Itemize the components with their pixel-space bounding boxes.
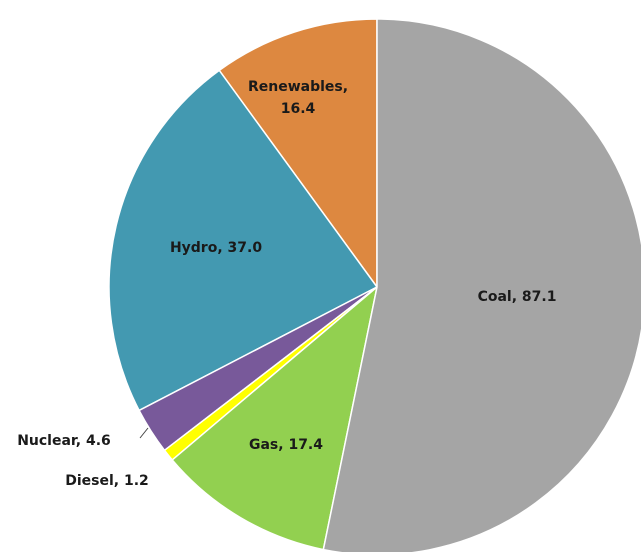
data-label: Hydro, 37.0 (169, 240, 263, 256)
pie-slice (322, 18, 641, 552)
data-label: Coal, 87.1 (477, 289, 557, 305)
data-label: Diesel, 1.2 (65, 473, 149, 489)
pie-slice (108, 69, 379, 412)
pie-slice (218, 18, 378, 290)
leader-line (139, 427, 149, 439)
pie-slice (171, 285, 379, 551)
data-label: Renewables, 16.4 (247, 79, 349, 117)
data-label: Nuclear, 4.6 (17, 433, 111, 449)
data-label: Gas, 17.4 (248, 437, 323, 453)
